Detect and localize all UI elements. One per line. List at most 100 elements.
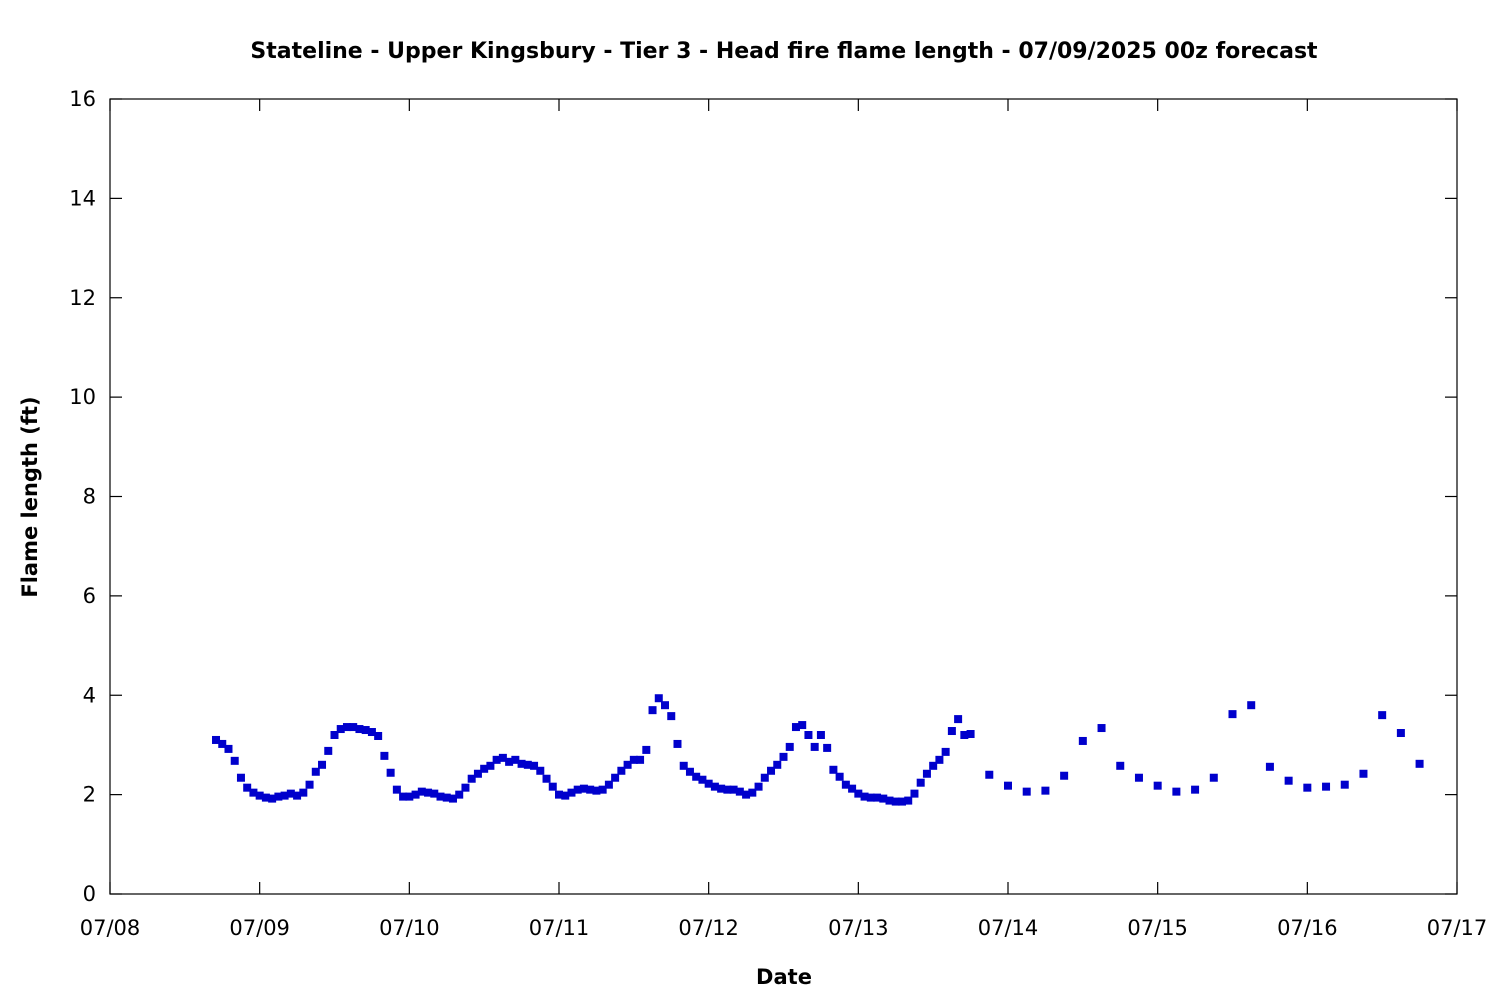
data-point-116 [935, 755, 944, 764]
data-point-86 [748, 788, 757, 797]
data-point-48 [511, 755, 520, 764]
data-point-142 [1359, 769, 1368, 778]
data-point-79 [704, 779, 713, 788]
data-point-118 [947, 727, 956, 736]
data-point-55 [555, 790, 563, 799]
x-axis-label: Date [756, 965, 812, 989]
data-point-75 [679, 761, 688, 770]
data-point-87 [754, 782, 763, 791]
x-tick-label: 07/17 [1427, 916, 1488, 940]
y-tick-label: 4 [83, 683, 96, 707]
data-point-120 [960, 731, 969, 739]
data-point-68 [636, 755, 645, 764]
data-point-107 [879, 794, 888, 803]
data-point-1 [218, 739, 227, 748]
data-point-43 [480, 764, 489, 773]
data-point-99 [829, 765, 838, 774]
data-point-70 [648, 706, 657, 715]
data-point-42 [473, 769, 482, 778]
data-point-6 [249, 788, 258, 797]
data-point-34 [424, 788, 433, 797]
data-point-22 [349, 723, 358, 732]
data-point-113 [916, 778, 925, 787]
data-point-94 [798, 721, 807, 730]
x-tick-label: 07/10 [379, 916, 440, 940]
data-point-69 [642, 745, 651, 754]
data-point-96 [810, 742, 819, 751]
data-point-5 [243, 783, 252, 792]
data-point-62 [598, 785, 607, 794]
data-point-24 [361, 726, 370, 735]
data-point-112 [910, 789, 919, 798]
x-tick-labels: 07/08 07/09 07/10 07/11 07/12 07/13 07/14 07/15… [80, 916, 1488, 940]
data-point-15 [305, 780, 314, 789]
data-point-80 [710, 782, 719, 791]
data-point-103 [854, 789, 863, 798]
data-point-66 [623, 760, 632, 769]
data-point-76 [685, 767, 694, 776]
data-point-97 [816, 731, 825, 739]
data-point-121 [966, 730, 975, 739]
data-point-140 [1322, 782, 1331, 791]
data-point-4 [236, 773, 245, 782]
data-point-36 [436, 792, 445, 801]
data-point-128 [1097, 724, 1106, 733]
data-point-78 [698, 775, 707, 784]
data-point-54 [548, 782, 557, 791]
data-point-132 [1172, 787, 1181, 796]
data-point-13 [293, 791, 302, 800]
data-point-123 [1004, 781, 1012, 790]
data-point-71 [654, 694, 663, 703]
data-point-77 [692, 772, 701, 781]
data-point-74 [673, 739, 682, 748]
data-point-41 [467, 774, 476, 783]
data-point-133 [1191, 785, 1200, 794]
data-point-117 [941, 747, 950, 756]
data-point-115 [929, 761, 938, 770]
data-point-72 [661, 701, 670, 710]
data-point-18 [324, 746, 333, 755]
data-point-105 [866, 793, 875, 802]
data-point-111 [904, 796, 913, 805]
data-point-82 [723, 785, 732, 794]
data-point-93 [791, 723, 800, 732]
data-point-35 [430, 789, 439, 798]
plot-frame [109, 98, 1458, 895]
data-point-119 [954, 715, 963, 724]
y-tick-label: 6 [83, 584, 96, 608]
data-point-145 [1415, 759, 1424, 768]
data-point-129 [1116, 761, 1125, 770]
y-tick-label: 0 [83, 882, 96, 906]
data-point-126 [1060, 771, 1069, 780]
data-point-31 [405, 792, 414, 801]
data-point-108 [885, 796, 894, 805]
y-tick-label: 14 [69, 186, 96, 210]
data-point-135 [1228, 710, 1237, 719]
data-point-51 [530, 761, 539, 770]
data-point-67 [629, 755, 638, 764]
data-point-109 [891, 797, 900, 806]
data-point-65 [617, 766, 626, 775]
data-point-131 [1153, 781, 1162, 790]
data-point-56 [561, 791, 570, 800]
data-point-73 [667, 712, 676, 721]
x-tick-label: 07/11 [529, 916, 590, 940]
data-point-89 [767, 766, 776, 775]
data-point-16 [311, 767, 320, 776]
data-point-61 [592, 786, 601, 795]
data-point-98 [823, 743, 832, 752]
data-point-39 [455, 790, 464, 799]
data-point-8 [261, 793, 270, 802]
data-point-47 [505, 757, 514, 766]
data-point-26 [374, 731, 383, 740]
data-point-37 [442, 793, 451, 802]
x-tick-label: 07/08 [80, 916, 141, 940]
data-point-20 [336, 725, 345, 734]
data-point-114 [922, 769, 931, 778]
data-point-144 [1396, 729, 1405, 738]
data-point-95 [804, 731, 813, 739]
data-point-19 [330, 731, 339, 739]
data-point-49 [517, 759, 526, 768]
data-point-101 [841, 780, 850, 789]
